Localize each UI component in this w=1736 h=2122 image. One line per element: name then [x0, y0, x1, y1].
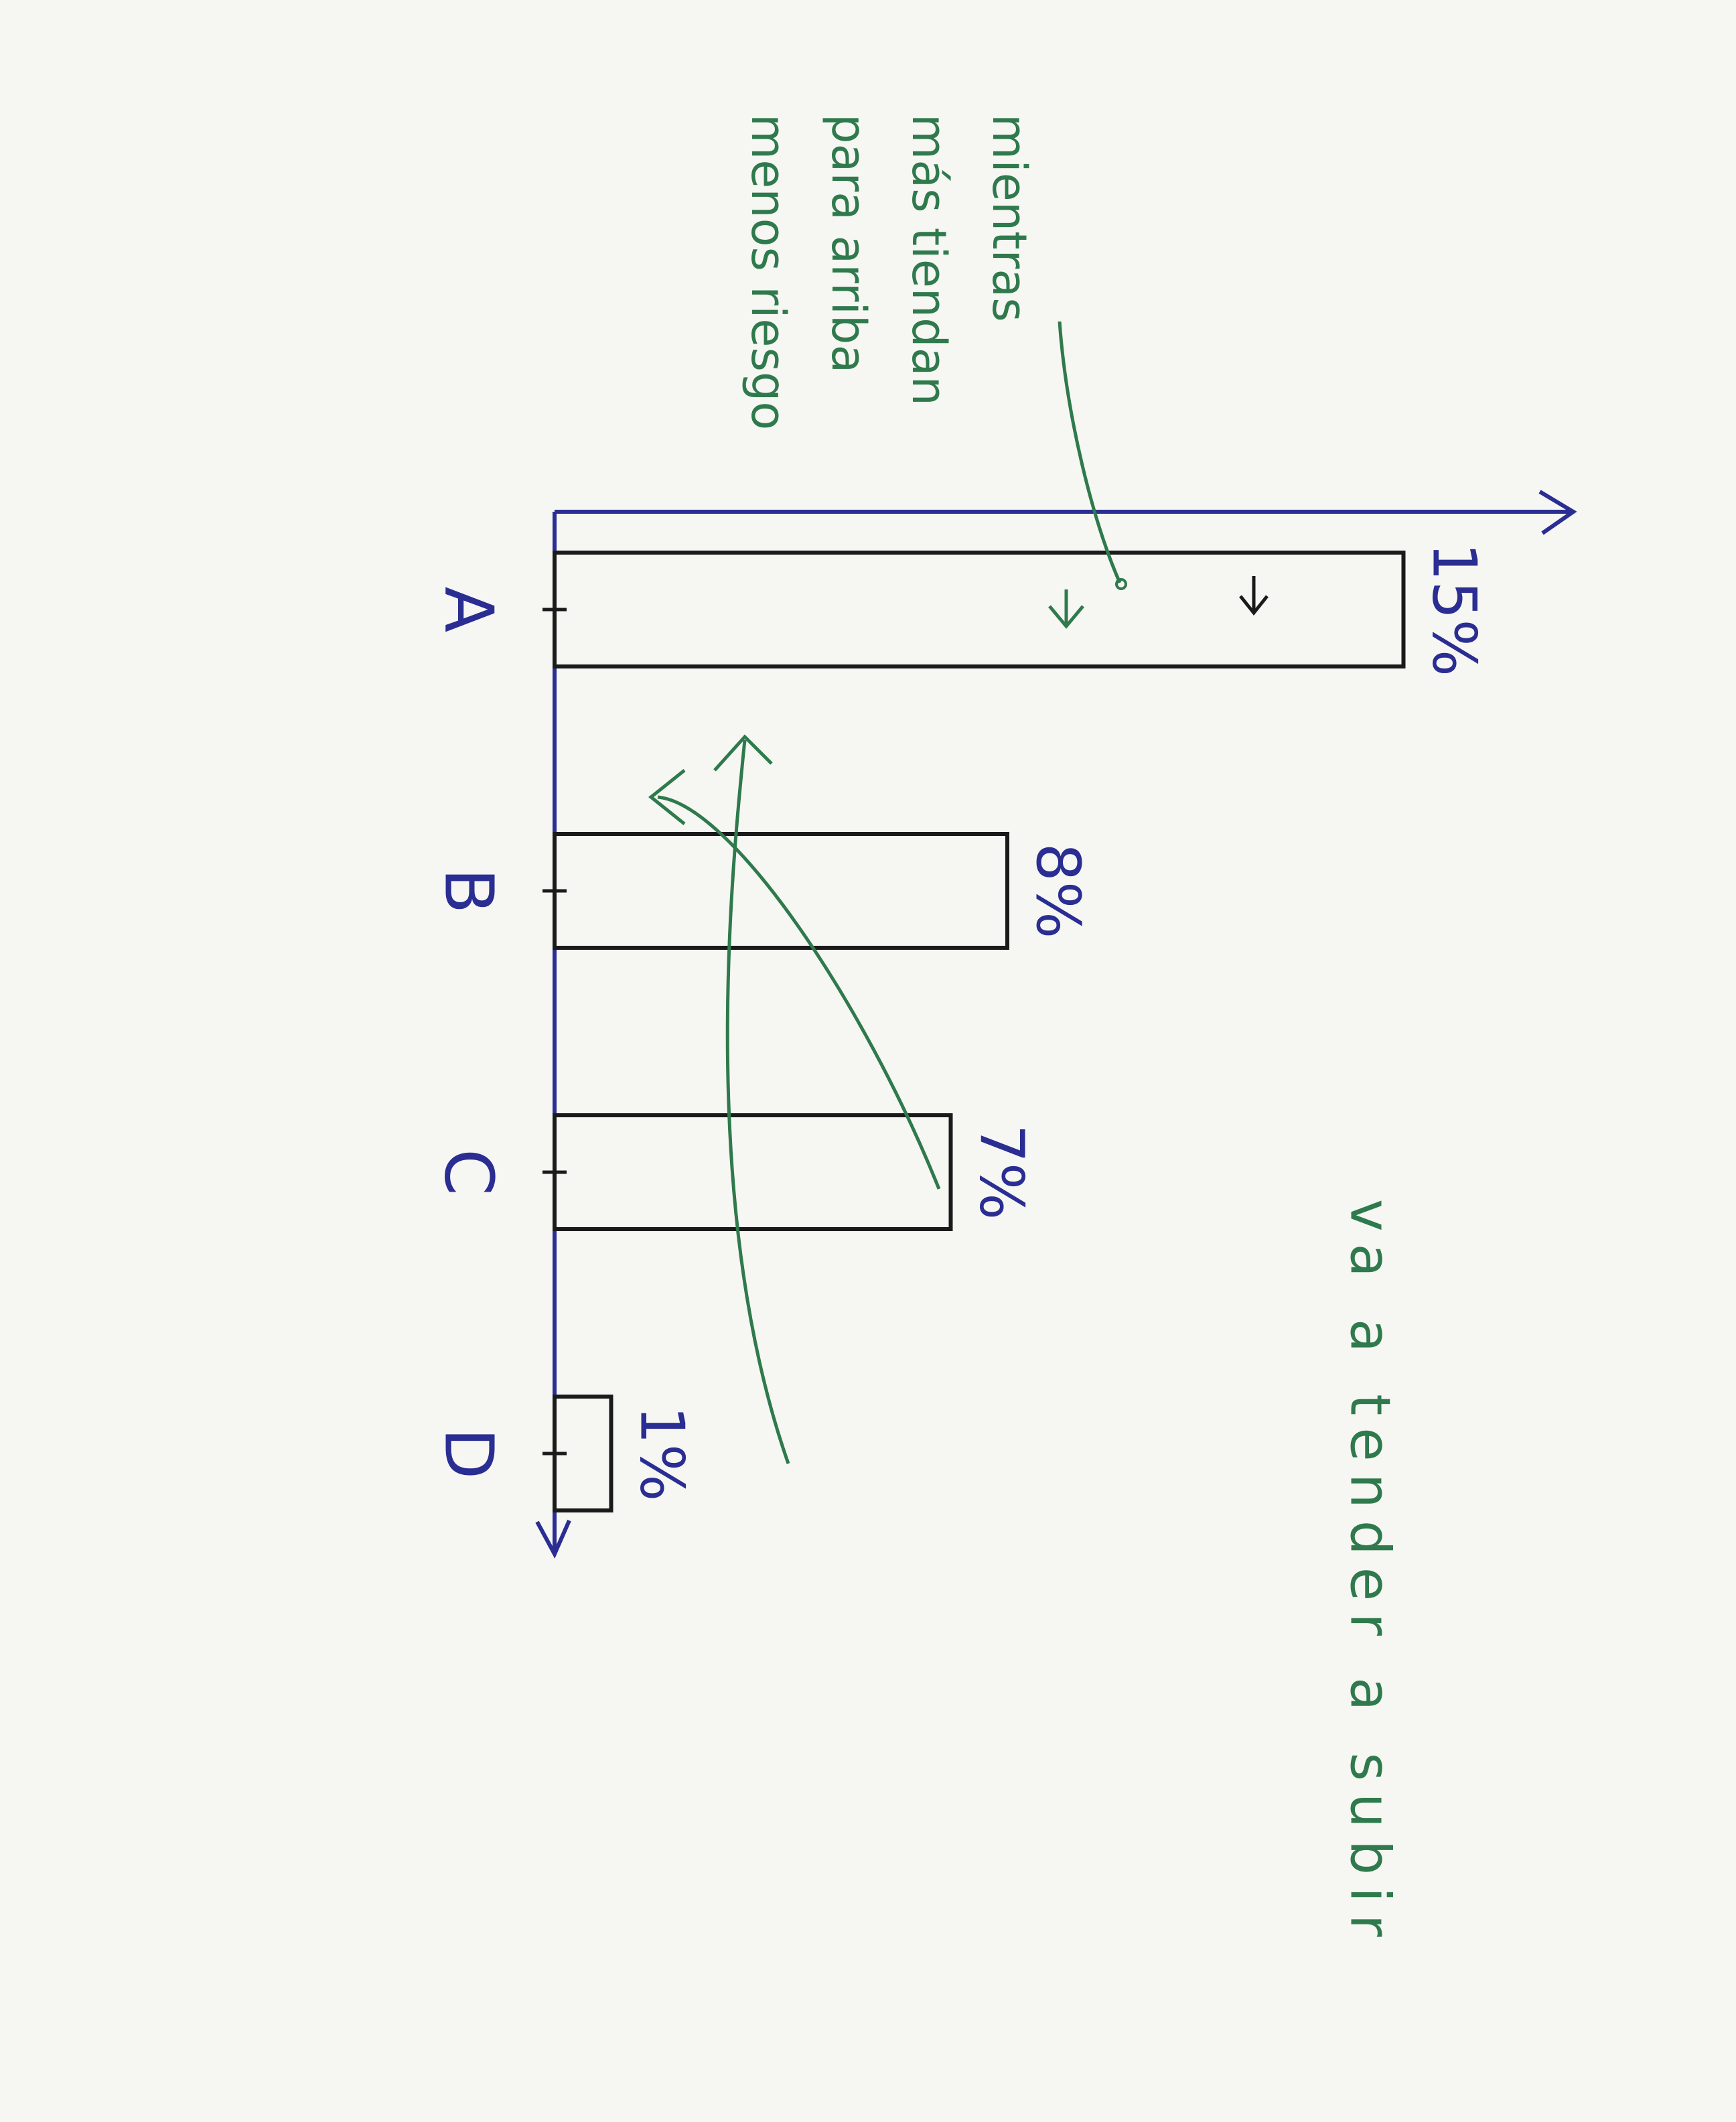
x-tick-label: D: [430, 1427, 508, 1479]
value-label: 15%: [1419, 543, 1490, 677]
x-tick-label: A: [430, 587, 508, 632]
value-label: 7%: [966, 1125, 1037, 1220]
x-tick-label: C: [430, 1149, 508, 1196]
x-tick-label: B: [430, 868, 508, 914]
x-axis-arrow: [535, 1519, 571, 1559]
y-axis-arrow: [1538, 490, 1577, 535]
note-line: menos riesgo: [741, 114, 796, 430]
note-pointer: [1058, 321, 1122, 584]
chart: A 15% B 8% C 7% D 1% va a tender a subir mientras…: [430, 114, 1577, 1949]
arrow-d-to-a: [725, 739, 790, 1464]
note-dot: [1115, 578, 1127, 590]
down-arrow-green: [1048, 589, 1084, 629]
trend-annotation: va a tender a subir: [1338, 1199, 1402, 1949]
arrow-d-head: [713, 734, 773, 772]
note-line: mientras: [982, 114, 1037, 322]
arrow-c-to-a: [657, 795, 941, 1190]
arrow-c-head: [648, 769, 686, 825]
value-label: 8%: [1023, 843, 1093, 939]
down-arrow-blue: [1239, 576, 1269, 616]
value-label: 1%: [627, 1406, 697, 1502]
note-line: más tiendan: [901, 114, 956, 406]
note-line: para arriba: [821, 114, 876, 373]
